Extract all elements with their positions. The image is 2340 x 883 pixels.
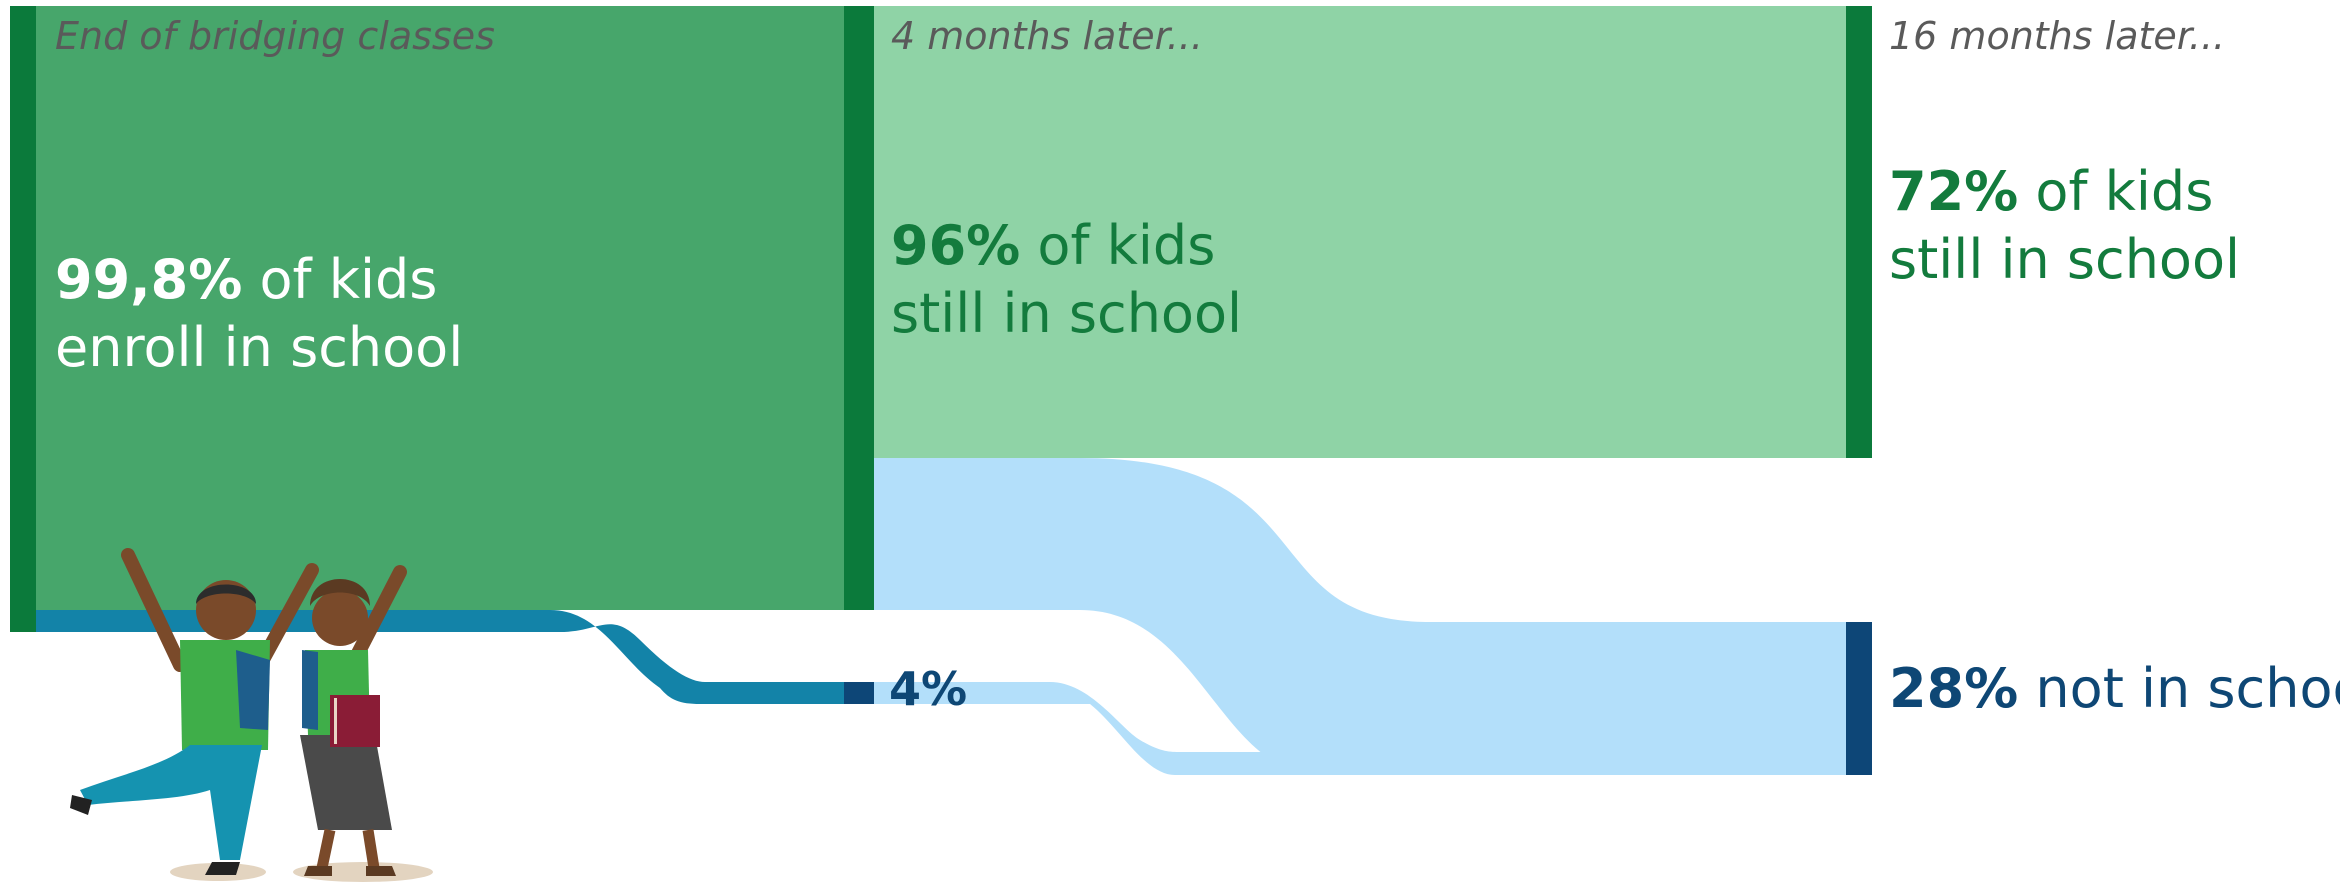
enrolled-block bbox=[10, 6, 867, 610]
small-dropout-flow bbox=[36, 610, 844, 704]
still-4m-stat-line1: of kids bbox=[1020, 214, 1216, 277]
still-16m-stat-line2: still in school bbox=[1889, 228, 2240, 291]
still-16m-stat-line1: of kids bbox=[2018, 160, 2214, 223]
stage-label-start: End of bridging classes bbox=[55, 14, 495, 58]
enrolled-stat-line1: of kids bbox=[242, 248, 438, 311]
stage-label-4-months: 4 months later... bbox=[891, 14, 1203, 58]
dropout-4m-stat: 4% bbox=[889, 662, 968, 716]
dropout-16m-stat: 28% not in school bbox=[1889, 655, 2340, 723]
enrolled-stat-value: 99,8% bbox=[55, 248, 243, 311]
stage2-bar-top bbox=[844, 6, 874, 610]
still-4m-stat-value: 96% bbox=[891, 214, 1021, 277]
dropout-4m-bar bbox=[844, 682, 874, 704]
dropout-16m-stat-value: 28% bbox=[1889, 657, 2019, 720]
still-4m-stat-line2: still in school bbox=[891, 282, 1242, 345]
stage1-bar bbox=[10, 6, 36, 632]
dropout-flow-4 bbox=[874, 682, 1846, 775]
still-16m-stat-value: 72% bbox=[1889, 160, 2019, 223]
still-4m-block bbox=[874, 6, 1846, 458]
still-4m-stat: 96% of kids still in school bbox=[891, 212, 1242, 348]
dropout-16m-stat-rest: not in school bbox=[2035, 657, 2340, 720]
enrolled-stat-line2: enroll in school bbox=[55, 316, 464, 379]
two-children-illustration bbox=[70, 548, 433, 882]
still-16m-stat: 72% of kids still in school bbox=[1889, 158, 2240, 294]
stage3-bar-top bbox=[1846, 6, 1872, 458]
dropout-16m-bar bbox=[1846, 622, 1872, 775]
enrolled-stat: 99,8% of kids enroll in school bbox=[55, 246, 463, 382]
stage-label-16-months: 16 months later... bbox=[1889, 14, 2226, 58]
dropout-flow-24 bbox=[874, 458, 1846, 775]
